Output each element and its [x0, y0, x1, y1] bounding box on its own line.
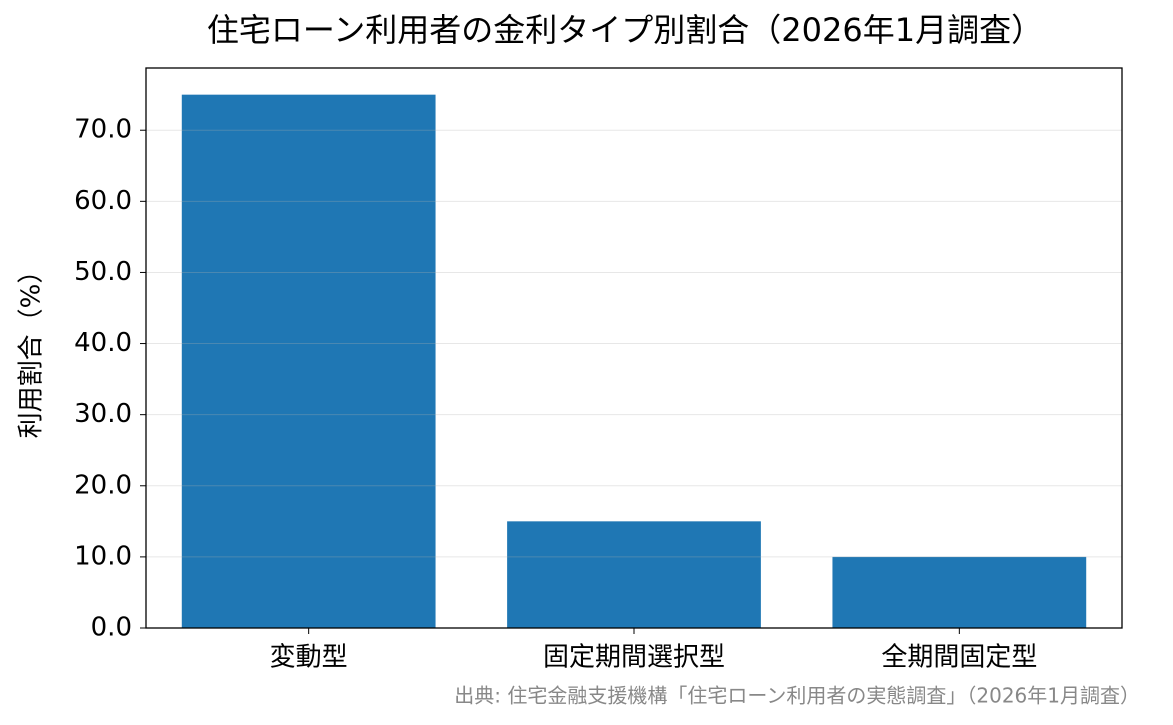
y-tick-label: 10.0 — [74, 541, 132, 571]
bar — [507, 521, 761, 628]
bar — [181, 94, 436, 628]
x-tick-label: 変動型 — [270, 643, 348, 673]
y-tick-label: 30.0 — [74, 399, 132, 429]
source-note: 出典: 住宅金融支援機構「住宅ローン利用者の実態調査」（2026年1月調査） — [454, 684, 1140, 708]
y-tick-label: 40.0 — [74, 328, 132, 358]
y-tick-label: 50.0 — [74, 257, 132, 287]
plot-frame — [145, 67, 1123, 629]
y-tick-label: 70.0 — [74, 115, 132, 145]
y-tick-label: 60.0 — [74, 186, 132, 216]
x-tick-label: 固定期間選択型 — [543, 643, 725, 673]
y-axis-label: 利用割合（%） — [17, 258, 47, 439]
y-tick-label: 20.0 — [74, 470, 132, 500]
x-tick-label: 全期間固定型 — [881, 643, 1037, 673]
y-tick-label: 0.0 — [91, 613, 132, 643]
bar — [832, 556, 1087, 628]
chart-title: 住宅ローン利用者の金利タイプ別割合（2026年1月調査） — [207, 11, 1043, 49]
